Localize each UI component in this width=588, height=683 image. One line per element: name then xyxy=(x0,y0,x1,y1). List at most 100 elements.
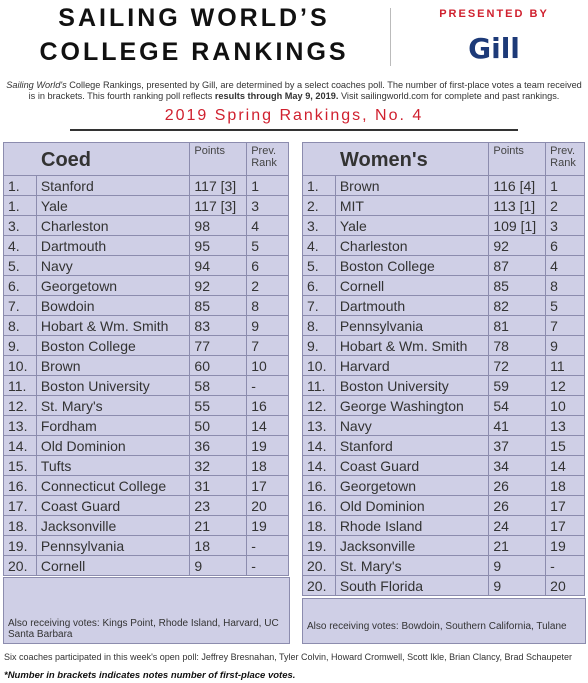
title-line2: COLLEGE RANKINGS xyxy=(39,38,349,66)
rank: 14. xyxy=(302,435,336,456)
table-row: 16. Georgetown 26 18 xyxy=(302,475,585,496)
table-row: 11. Boston University 59 12 xyxy=(302,375,585,396)
table-row: 18. Rhode Island 24 17 xyxy=(302,515,585,536)
prev-rank: 17 xyxy=(545,515,585,536)
team: Bowdoin xyxy=(35,295,191,316)
prev-rank: 16 xyxy=(246,395,289,416)
prev-rank: 20 xyxy=(246,495,289,516)
points: 98 xyxy=(189,215,248,236)
points: 36 xyxy=(189,435,248,456)
column-header: Prev. Rank xyxy=(545,142,585,176)
rank: 6. xyxy=(302,275,336,296)
points: 83 xyxy=(189,315,248,336)
rank: 17. xyxy=(3,495,37,516)
rank: 8. xyxy=(302,315,336,336)
points: 72 xyxy=(488,355,547,376)
team: Harvard xyxy=(334,355,490,376)
points: 18 xyxy=(189,535,248,556)
table-row: 5. Navy 94 6 xyxy=(3,255,289,276)
team: Brown xyxy=(35,355,191,376)
rank: 16. xyxy=(3,475,37,496)
table-row: 1. Brown 116 [4] 1 xyxy=(302,175,585,196)
prev-rank: 19 xyxy=(246,515,289,536)
prev-rank: 17 xyxy=(545,495,585,516)
header-row: Women's Points Prev. Rank xyxy=(301,142,585,176)
team: MIT xyxy=(334,195,490,216)
rank: 6. xyxy=(3,275,37,296)
team: Dartmouth xyxy=(35,235,191,256)
points: 24 xyxy=(488,515,547,536)
prev-rank: 8 xyxy=(246,295,289,316)
table-row: 8. Hobart & Wm. Smith 83 9 xyxy=(3,315,289,336)
rank: 14. xyxy=(3,435,37,456)
table-row: 3. Charleston 98 4 xyxy=(3,215,289,236)
table-row: 1. Stanford 117 [3] 1 xyxy=(3,175,289,196)
rank: 4. xyxy=(302,235,336,256)
intro-text: College Rankings, presented by Gill, are… xyxy=(28,80,582,101)
points: 32 xyxy=(189,455,248,476)
table-row: 14. Coast Guard 34 14 xyxy=(302,455,585,476)
rank: 13. xyxy=(3,415,37,436)
team: Boston College xyxy=(35,335,191,356)
rank: 12. xyxy=(302,395,336,416)
prev-rank: 18 xyxy=(246,455,289,476)
points: 23 xyxy=(189,495,248,516)
prev-rank: 14 xyxy=(545,455,585,476)
points: 95 xyxy=(189,235,248,256)
rank: 2. xyxy=(302,195,336,216)
points: 26 xyxy=(488,495,547,516)
prev-rank: 7 xyxy=(246,335,289,356)
table-row: 13. Fordham 50 14 xyxy=(3,415,289,436)
column-header: Points xyxy=(189,142,248,176)
table-row: 7. Bowdoin 85 8 xyxy=(3,295,289,316)
team: Brown xyxy=(334,175,490,196)
prev-rank: 8 xyxy=(545,275,585,296)
points: 9 xyxy=(189,555,248,576)
rank: 10. xyxy=(302,355,336,376)
rank: 14. xyxy=(302,455,336,476)
team: South Florida xyxy=(334,575,490,596)
intro-bold: results through May 9, 2019. xyxy=(214,91,339,101)
points: 117 [3] xyxy=(189,195,248,216)
rank: 5. xyxy=(302,255,336,276)
presented-by: PRESENTED BY xyxy=(439,8,549,20)
team: Navy xyxy=(334,415,490,436)
team: Navy xyxy=(35,255,191,276)
team: Boston College xyxy=(334,255,490,276)
rank: 18. xyxy=(302,515,336,536)
coaches: Six coaches participated in this week's … xyxy=(4,652,572,662)
prev-rank: 2 xyxy=(246,275,289,296)
team: George Washington xyxy=(334,395,490,416)
prev-rank: 10 xyxy=(545,395,585,416)
prev-rank: 19 xyxy=(246,435,289,456)
intro-text: Visit sailingworld.com for complete and … xyxy=(338,91,560,101)
team: Dartmouth xyxy=(334,295,490,316)
team: Connecticut College xyxy=(35,475,191,496)
points: 78 xyxy=(488,335,547,356)
rank: 13. xyxy=(302,415,336,436)
rank: 20. xyxy=(302,575,336,596)
rank: 20. xyxy=(3,555,37,576)
rank: 3. xyxy=(3,215,37,236)
points: 31 xyxy=(189,475,248,496)
points: 116 [4] xyxy=(488,175,547,196)
rank: 15. xyxy=(3,455,37,476)
table-title: Coed xyxy=(2,142,191,176)
ranking-table: Women's Points Prev. Rank 1. Brown 116 [4] 1 2.… xyxy=(301,142,585,596)
also-receiving: Also receiving votes: Bowdoin, Southern … xyxy=(302,598,586,644)
points: 26 xyxy=(488,475,547,496)
points: 9 xyxy=(488,575,547,596)
rank: 20. xyxy=(302,555,336,576)
points: 82 xyxy=(488,295,547,316)
table-row: 14. Old Dominion 36 19 xyxy=(3,435,289,456)
team: Coast Guard xyxy=(35,495,191,516)
prev-rank: 7 xyxy=(545,315,585,336)
rank: 5. xyxy=(3,255,37,276)
prev-rank: 19 xyxy=(545,535,585,556)
team: Stanford xyxy=(35,175,191,196)
table-row: 16. Old Dominion 26 17 xyxy=(302,495,585,516)
table-title: Women's xyxy=(301,142,490,176)
prev-rank: 5 xyxy=(545,295,585,316)
column-header: Points xyxy=(488,142,547,176)
